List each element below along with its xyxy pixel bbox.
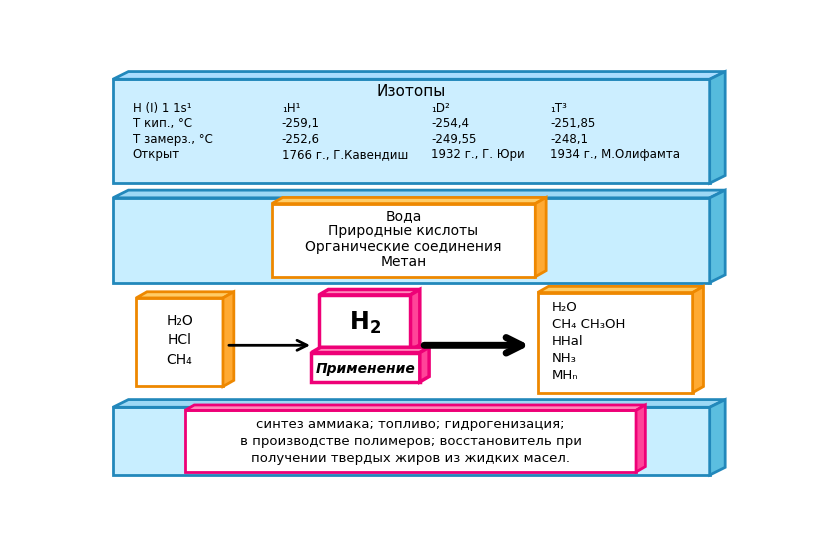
Text: CH₄ CH₃OH: CH₄ CH₃OH bbox=[551, 318, 624, 331]
Polygon shape bbox=[319, 295, 410, 350]
Text: в производстве полимеров; восстановитель при: в производстве полимеров; восстановитель… bbox=[239, 435, 580, 447]
Polygon shape bbox=[185, 405, 644, 410]
Polygon shape bbox=[113, 407, 709, 475]
Polygon shape bbox=[113, 79, 709, 183]
Text: 1934 г., М.Олифамта: 1934 г., М.Олифамта bbox=[550, 148, 680, 161]
Text: H (I) 1 1s¹: H (I) 1 1s¹ bbox=[132, 102, 191, 115]
Text: Метан: Метан bbox=[380, 255, 426, 269]
Text: -249,55: -249,55 bbox=[431, 133, 476, 146]
Polygon shape bbox=[185, 410, 635, 472]
Polygon shape bbox=[635, 405, 644, 472]
Polygon shape bbox=[113, 399, 724, 407]
Polygon shape bbox=[537, 286, 703, 293]
Polygon shape bbox=[136, 292, 233, 298]
Polygon shape bbox=[113, 71, 724, 79]
Text: получении твердых жиров из жидких масел.: получении твердых жиров из жидких масел. bbox=[251, 452, 570, 464]
Text: MHₙ: MHₙ bbox=[551, 369, 577, 382]
Text: -254,4: -254,4 bbox=[431, 117, 469, 130]
Text: -251,85: -251,85 bbox=[550, 117, 595, 130]
Text: HCl: HCl bbox=[167, 334, 191, 347]
Text: Т замерз., °C: Т замерз., °C bbox=[132, 133, 212, 146]
Text: ₁H¹: ₁H¹ bbox=[282, 102, 300, 115]
Polygon shape bbox=[410, 289, 419, 350]
Text: 1932 г., Г. Юри: 1932 г., Г. Юри bbox=[431, 148, 524, 161]
Polygon shape bbox=[691, 286, 703, 392]
Text: $\mathbf{H_2}$: $\mathbf{H_2}$ bbox=[349, 310, 380, 336]
Text: CH₄: CH₄ bbox=[166, 353, 192, 367]
Text: HHal: HHal bbox=[551, 335, 582, 348]
Text: Изотопы: Изотопы bbox=[376, 84, 445, 99]
Text: ₁T³: ₁T³ bbox=[550, 102, 566, 115]
Polygon shape bbox=[311, 353, 419, 382]
Text: Природные кислоты: Природные кислоты bbox=[328, 225, 478, 238]
Polygon shape bbox=[311, 347, 429, 353]
Text: H₂O: H₂O bbox=[166, 314, 193, 328]
Polygon shape bbox=[709, 399, 724, 475]
Polygon shape bbox=[319, 289, 419, 295]
Polygon shape bbox=[709, 190, 724, 282]
Text: NH₃: NH₃ bbox=[551, 352, 575, 365]
Text: H₂O: H₂O bbox=[551, 301, 576, 314]
Text: Открыт: Открыт bbox=[132, 148, 180, 161]
Text: ₁D²: ₁D² bbox=[431, 102, 450, 115]
Polygon shape bbox=[709, 71, 724, 183]
Polygon shape bbox=[113, 198, 709, 282]
Polygon shape bbox=[223, 292, 233, 386]
Text: -252,6: -252,6 bbox=[282, 133, 320, 146]
Text: Т кип., °C: Т кип., °C bbox=[132, 117, 191, 130]
Polygon shape bbox=[537, 293, 691, 392]
Polygon shape bbox=[272, 204, 535, 277]
Polygon shape bbox=[272, 197, 546, 204]
Polygon shape bbox=[113, 190, 724, 198]
Text: Вода: Вода bbox=[385, 209, 421, 223]
Text: Органические соединения: Органические соединения bbox=[305, 240, 501, 254]
Polygon shape bbox=[535, 197, 546, 277]
Text: -248,1: -248,1 bbox=[550, 133, 588, 146]
Polygon shape bbox=[136, 298, 223, 386]
Text: 1766 г., Г.Кавендиш: 1766 г., Г.Кавендиш bbox=[282, 148, 407, 161]
Text: синтез аммиака; топливо; гидрогенизация;: синтез аммиака; топливо; гидрогенизация; bbox=[256, 417, 564, 431]
Text: Применение: Применение bbox=[315, 362, 415, 376]
Polygon shape bbox=[419, 347, 429, 382]
Text: -259,1: -259,1 bbox=[282, 117, 320, 130]
